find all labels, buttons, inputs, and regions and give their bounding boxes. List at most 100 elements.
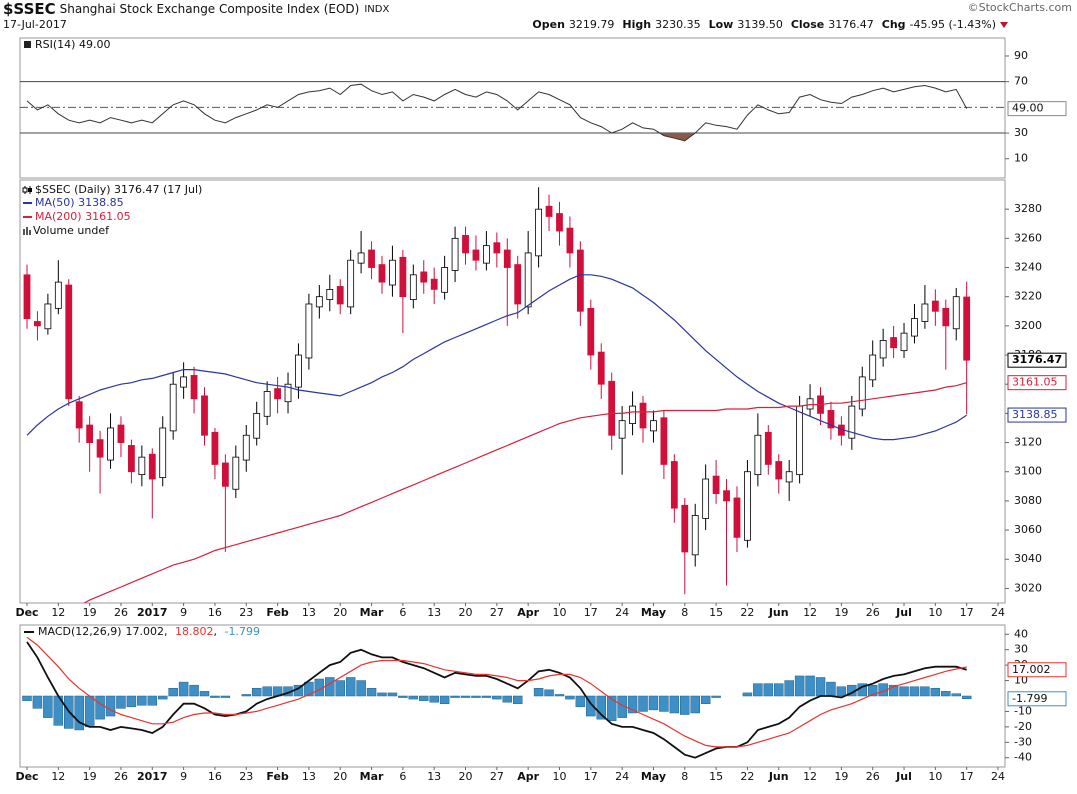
histogram-bar bbox=[638, 695, 648, 712]
candle-body bbox=[107, 427, 114, 461]
candle-body bbox=[629, 405, 636, 424]
price-legend: $SSEC (Daily) 3176.47 (17 Jul) bbox=[35, 183, 202, 196]
x-tick-label: 20 bbox=[459, 770, 473, 783]
histogram-bar bbox=[565, 695, 575, 700]
candle-body bbox=[650, 420, 657, 432]
x-tick-label: 23 bbox=[239, 770, 253, 783]
x-tick-label: 9 bbox=[180, 606, 187, 619]
candle-body bbox=[347, 259, 355, 308]
histogram-bar bbox=[627, 695, 638, 714]
candle-body bbox=[848, 405, 856, 439]
moving-average bbox=[83, 382, 967, 603]
candle-body bbox=[535, 208, 543, 257]
candle-body bbox=[128, 445, 135, 473]
candle-body bbox=[764, 431, 772, 465]
histogram-bar bbox=[930, 688, 941, 697]
histogram-bar bbox=[471, 695, 481, 698]
y-tick-label: 3080 bbox=[1014, 494, 1042, 507]
candle-body bbox=[75, 401, 83, 429]
candle-body bbox=[733, 497, 741, 538]
histogram-bar bbox=[481, 695, 492, 698]
candle-body bbox=[681, 504, 689, 553]
index-name: Shanghai Stock Exchange Composite Index … bbox=[60, 2, 360, 16]
macd-legend-value: -1.799 bbox=[225, 625, 260, 638]
candle-body bbox=[963, 296, 971, 361]
x-tick-label: 24 bbox=[615, 770, 629, 783]
candle-body bbox=[712, 475, 720, 495]
x-tick-label: 20 bbox=[333, 770, 347, 783]
stat-value: -45.95 (-1.43%) bbox=[910, 18, 996, 31]
x-tick-label: Mar bbox=[360, 770, 384, 783]
x-tick-label: Jun bbox=[768, 770, 789, 783]
candle-body bbox=[368, 249, 375, 268]
x-tick-label: 22 bbox=[740, 606, 754, 619]
x-tick-label: 13 bbox=[427, 606, 441, 619]
y-tick-label: 90 bbox=[1014, 49, 1028, 62]
macd-line bbox=[26, 636, 967, 748]
candle-body bbox=[86, 424, 94, 443]
macd-panel bbox=[19, 624, 1006, 768]
macd-legend-value: 17.002 bbox=[126, 625, 165, 638]
date: 17-Jul-2017 bbox=[3, 18, 67, 31]
x-tick-label: 17 bbox=[584, 606, 598, 619]
stats: Open 3219.79 High 3230.35 Low 3139.50 Close 317… bbox=[532, 18, 996, 31]
legend-label: MA(200) 3161.05 bbox=[35, 210, 131, 223]
candle-body bbox=[451, 237, 459, 271]
candle-body bbox=[23, 274, 31, 319]
x-tick-label: 13 bbox=[302, 770, 316, 783]
x-tick-label: 19 bbox=[83, 770, 97, 783]
x-tick-label: 24 bbox=[615, 606, 629, 619]
value-tag bbox=[1007, 101, 1067, 117]
y-tick-label: 3240 bbox=[1014, 261, 1042, 274]
histogram-bar bbox=[304, 681, 314, 697]
x-tick-label: 26 bbox=[866, 606, 880, 619]
y-tick-label: 3040 bbox=[1014, 552, 1042, 565]
candle-body bbox=[117, 424, 125, 443]
histogram-bar bbox=[606, 695, 617, 721]
x-tick-label: 27 bbox=[490, 770, 504, 783]
candle-body bbox=[493, 242, 501, 254]
credit: ©StockCharts.com bbox=[968, 1, 1072, 14]
candle-body bbox=[148, 453, 156, 480]
candle-body bbox=[242, 434, 250, 461]
x-tick-label: 17 bbox=[584, 770, 598, 783]
candle-body bbox=[409, 274, 417, 301]
histogram-bar bbox=[575, 695, 586, 708]
x-tick-label: 24 bbox=[991, 770, 1005, 783]
candle-body bbox=[754, 434, 762, 476]
histogram-bar bbox=[450, 695, 460, 698]
histogram-bar bbox=[941, 691, 951, 697]
y-tick-label: 30 bbox=[1014, 643, 1028, 656]
x-tick-label: 6 bbox=[399, 770, 406, 783]
candle-body bbox=[597, 351, 605, 385]
histogram-bar bbox=[533, 688, 544, 697]
rsi-legend: RSI(14) 49.00 bbox=[35, 38, 110, 51]
x-tick-label: 8 bbox=[681, 606, 688, 619]
histogram-bar bbox=[262, 686, 272, 697]
histogram-bar bbox=[753, 683, 763, 697]
histogram-bar bbox=[74, 695, 84, 731]
candle-body bbox=[744, 471, 751, 541]
candle-body bbox=[159, 427, 167, 478]
value-tag-label: 49.00 bbox=[1012, 102, 1044, 115]
down-arrow bbox=[1000, 22, 1008, 28]
histogram-bar bbox=[84, 695, 95, 728]
histogram-bar bbox=[794, 675, 805, 697]
x-tick-label: 16 bbox=[208, 770, 222, 783]
histogram-bar bbox=[105, 695, 116, 717]
x-tick-label: 12 bbox=[51, 606, 65, 619]
histogram-bar bbox=[512, 695, 523, 704]
histogram-bar bbox=[126, 695, 137, 708]
stat-value: 3176.47 bbox=[828, 18, 874, 31]
candle-body bbox=[911, 318, 918, 337]
separator: , bbox=[164, 625, 171, 638]
candle-body bbox=[890, 337, 897, 349]
candle-body bbox=[566, 227, 574, 254]
candle-body bbox=[378, 264, 386, 283]
value-tag-label: 17.002 bbox=[1012, 663, 1051, 676]
x-tick-label: 20 bbox=[459, 606, 473, 619]
histogram-bar bbox=[460, 695, 471, 698]
rsi-panel bbox=[19, 37, 1006, 179]
